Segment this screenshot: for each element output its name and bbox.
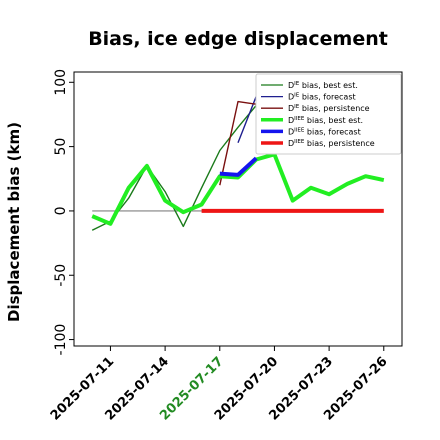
y-tick-label: -100 bbox=[53, 324, 69, 356]
series-layer bbox=[91, 81, 385, 231]
y-tick-label: 50 bbox=[53, 138, 69, 156]
y-axis-label: Displacement bias (km) bbox=[5, 122, 23, 322]
legend-label: DIIEE bias, persistence bbox=[288, 139, 375, 148]
legend-label: DIE bias, forecast bbox=[288, 93, 356, 102]
y-tick-label: 100 bbox=[53, 69, 69, 96]
legend-label: DIE bias, best est. bbox=[288, 81, 358, 90]
legend-label: DIIEE bias, forecast bbox=[288, 127, 361, 136]
y-tick-label: -50 bbox=[53, 264, 69, 287]
plot-frame bbox=[73, 71, 403, 347]
legend-box bbox=[255, 73, 402, 155]
legend-label: DIIEE bias, best est. bbox=[288, 116, 363, 125]
chart-title: Bias, ice edge displacement bbox=[88, 28, 388, 50]
y-tick-label: 0 bbox=[53, 206, 69, 215]
legend-label: DIE bias, persistence bbox=[288, 104, 370, 113]
series-line bbox=[91, 152, 385, 226]
legend: DIE bias, best est. DIE bias, forecast DIE… bbox=[255, 73, 402, 155]
series-line bbox=[219, 156, 258, 177]
